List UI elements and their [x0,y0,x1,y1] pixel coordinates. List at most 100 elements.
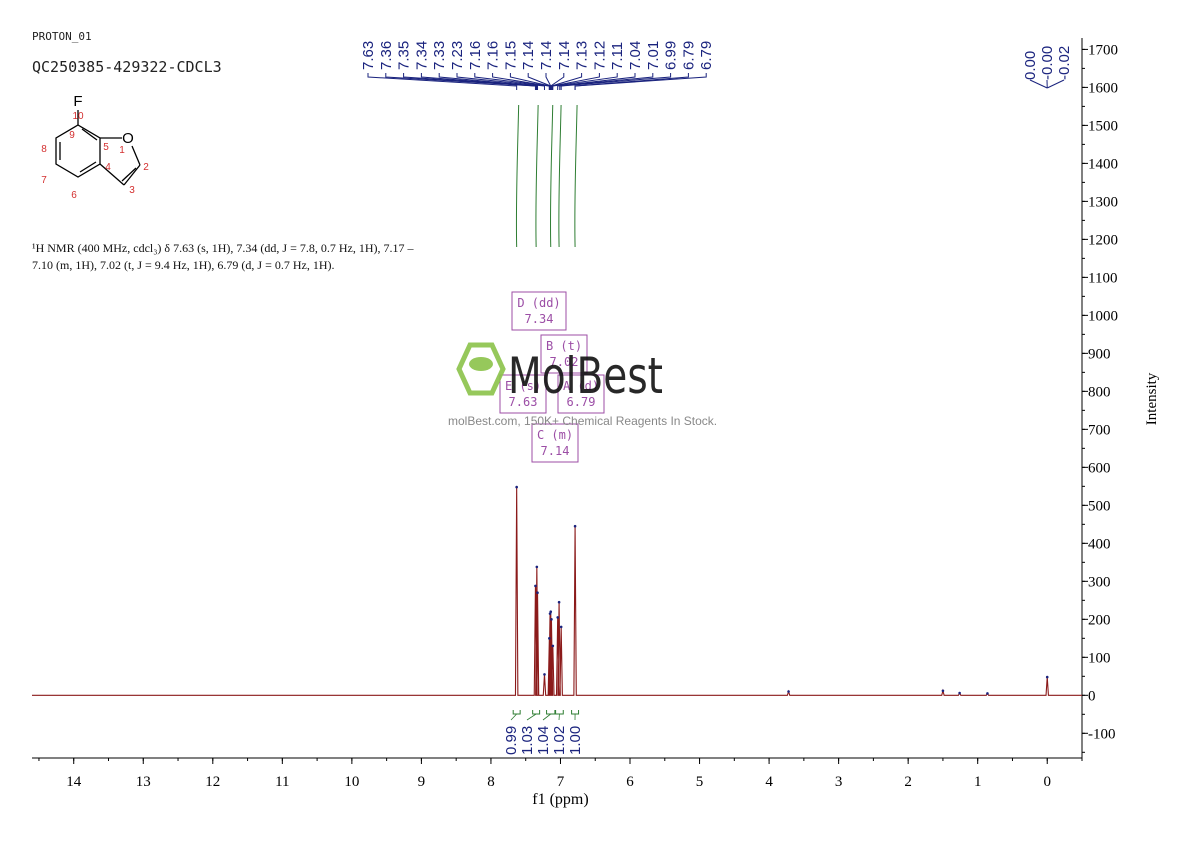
multiplet-frame [531,423,579,463]
double-bond [79,161,97,173]
x-tick-label: 11 [275,774,289,790]
benzene-ring [55,124,101,178]
integral-bracket [555,710,564,715]
peak-label: 6.99 [663,41,680,70]
peak-marker [986,692,989,695]
peak-label-connector [550,73,565,90]
y-tick-label: 1100 [1088,270,1117,286]
peak-label: 7.36 [378,41,395,70]
bond [123,164,141,186]
x-tick-label: 2 [904,774,912,790]
peak-marker [535,565,539,569]
x-tick-label: 12 [205,774,220,790]
peak-label-connector [438,73,539,90]
peak-label-group: 7.14 [538,41,555,90]
multiplet-label: B (t) [546,339,582,353]
atom-number: 10 [72,111,84,122]
x-tick-label: 0 [1043,774,1051,790]
x-tick-label: 13 [136,774,151,790]
multiplet-frame [557,374,605,414]
multiplet-box: C (m) 7.14 [531,423,579,463]
multiplet-box: B (t) 7.02 [540,334,588,374]
integral-connector [542,713,551,721]
peak-label-group: 7.35 [396,41,537,90]
y-tick-label: 1700 [1088,42,1118,58]
peak-label: 7.11 [609,42,626,70]
peak-label-group: 7.04 [557,41,644,90]
x-tick-label: 14 [66,774,82,790]
y-axis-label: Intensity [1144,372,1160,425]
peak-label-connector [420,73,538,90]
peak-label-group: 7.34 [413,41,538,90]
integral-curve [574,104,578,248]
watermark-tagline: molBest.com, 150K+ Chemical Reagents In … [448,414,718,428]
y-tick-label: 300 [1088,574,1111,590]
atom-number: 5 [103,142,109,153]
multiplet-shift: 7.14 [541,444,570,458]
x-tick-label: 8 [487,774,495,790]
spectrum-trace [32,487,1082,696]
bond [131,145,141,166]
peak-marker [556,616,559,619]
peak-marker [557,600,561,604]
multiplet-label: C (m) [537,428,573,442]
watermark-brand: MolBest [508,347,663,405]
y-tick-label: 500 [1088,498,1111,514]
x-axis-label: f1 (ppm) [532,791,588,808]
peak-label: 7.12 [591,41,608,70]
integral-connector [510,713,517,721]
peak-label: 7.16 [485,41,502,70]
multiplet-frame [540,334,588,374]
watermark-hexagon-icon [456,342,506,396]
atom-number: 2 [143,162,149,173]
peak-label: 7.63 [360,41,377,70]
integral-value: 1.04 [535,726,552,755]
integral-value: 1.02 [551,726,568,755]
y-tick-label: 1300 [1088,194,1118,210]
bond [99,163,125,186]
x-tick-label: 9 [418,774,426,790]
y-tick-label: 1200 [1088,232,1118,248]
peak-marker [543,673,546,676]
sample-id: QC250385-429322-CDCL3 [32,58,222,76]
multiplet-frame [511,291,567,331]
atom-number: 9 [69,130,75,141]
peak-marker [551,644,555,648]
double-bond [81,128,98,141]
peak-label-connector [551,73,600,90]
peak-label-connector [403,73,537,90]
peak-label-group: 7.23 [449,41,545,90]
oxygen-atom: O [122,130,134,147]
x-tick-label: 3 [835,774,843,790]
peak-label: 7.14 [520,41,537,70]
y-tick-label: 1400 [1088,156,1118,172]
peak-label-connector [557,73,636,90]
peak-label-connector [550,73,583,90]
peak-label-group: 7.36 [378,41,536,90]
x-tick-label: 10 [344,774,359,790]
peak-marker [941,689,945,693]
multiplet-box: D (dd) 7.34 [511,291,567,331]
peak-label: 6.79 [680,41,697,70]
y-tick-label: 1000 [1088,308,1118,324]
multiplet-label: E (s) [505,379,541,393]
peak-label: 7.04 [627,41,644,70]
atom-number: 7 [41,175,47,186]
peak-label-group: 7.13 [550,41,591,90]
integral-value: 1.03 [519,726,536,755]
peak-label: 7.23 [449,41,466,70]
peak-label-connector [559,73,654,90]
peak-marker [958,691,961,695]
fluorine-atom: F [73,93,82,110]
y-tick-label: 200 [1088,612,1111,628]
multiplet-label: A (d) [563,379,599,393]
peak-label: 7.01 [645,41,662,70]
peak-label-group: 7.63 [360,41,518,90]
peak-label-group: 7.11 [552,42,626,90]
multiplet-shift: 7.02 [550,355,579,369]
x-tick-label: 6 [626,774,634,790]
peak-label-connector [552,73,618,90]
y-tick-label: 700 [1088,422,1111,438]
peak-marker [559,625,563,629]
peak-label: 7.35 [396,41,413,70]
